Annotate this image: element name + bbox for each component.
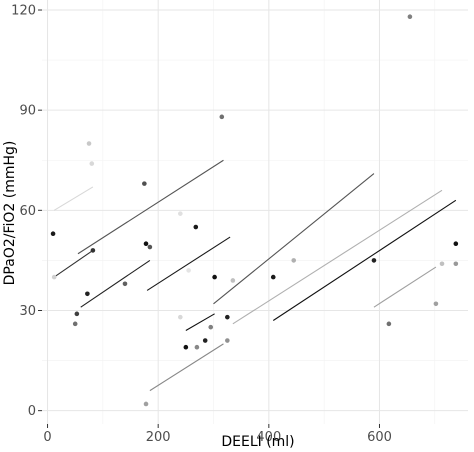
data-point [386, 321, 392, 327]
data-point [371, 258, 377, 263]
data-point [230, 278, 236, 283]
data-point [433, 301, 439, 307]
trend-line [80, 259, 151, 308]
data-point [142, 181, 147, 186]
data-point [143, 241, 149, 247]
data-point [86, 141, 92, 146]
data-point [50, 231, 56, 237]
data-point [193, 224, 199, 230]
data-point [208, 324, 214, 330]
data-point [212, 274, 217, 280]
trend-line [77, 159, 224, 255]
x-tick-label: 400 [256, 430, 281, 445]
trend-line [146, 236, 231, 291]
series-lines [53, 159, 457, 392]
grid [42, 0, 468, 424]
data-point [225, 338, 230, 343]
y-tick-label: 60 [19, 204, 36, 219]
trend-line [272, 199, 457, 321]
data-point [89, 161, 95, 166]
trend-line [232, 189, 443, 325]
x-axis-title: DEELI (ml) [221, 434, 294, 450]
data-point [72, 321, 78, 327]
trend-line [149, 343, 224, 392]
data-point [453, 261, 459, 267]
trend-line [53, 186, 94, 211]
data-point [74, 311, 80, 317]
data-point [225, 314, 230, 320]
data-point [194, 344, 200, 350]
data-point [453, 241, 459, 247]
data-point [407, 14, 413, 19]
x-tick-label: 200 [146, 430, 171, 445]
data-point [186, 268, 191, 273]
data-point [51, 274, 57, 280]
data-point [202, 338, 208, 343]
data-point [219, 114, 225, 120]
trend-line [373, 266, 437, 308]
trend-line [213, 173, 375, 305]
data-point [291, 258, 297, 263]
data-point [143, 401, 149, 407]
data-point [270, 274, 276, 280]
y-axis-title: DPaO2/FiO2 (mmHg) [2, 141, 18, 286]
x-tick-label: 600 [367, 430, 392, 445]
y-tick-label: 120 [11, 4, 36, 19]
y-tick-label: 0 [28, 404, 36, 419]
data-point [439, 261, 445, 267]
trend-line [185, 313, 215, 331]
data-points [50, 14, 459, 407]
y-tick-label: 30 [19, 304, 36, 319]
data-point [122, 281, 128, 287]
axes: 0 200 400 600 0 30 60 90 120 [11, 4, 392, 445]
data-point [85, 291, 90, 297]
data-point [178, 314, 183, 320]
data-point [90, 248, 96, 253]
trend-line [53, 249, 94, 278]
data-point [147, 244, 153, 250]
y-tick-label: 90 [19, 104, 36, 119]
data-point [178, 211, 183, 216]
x-tick-label: 0 [43, 430, 51, 445]
data-point [183, 344, 189, 350]
